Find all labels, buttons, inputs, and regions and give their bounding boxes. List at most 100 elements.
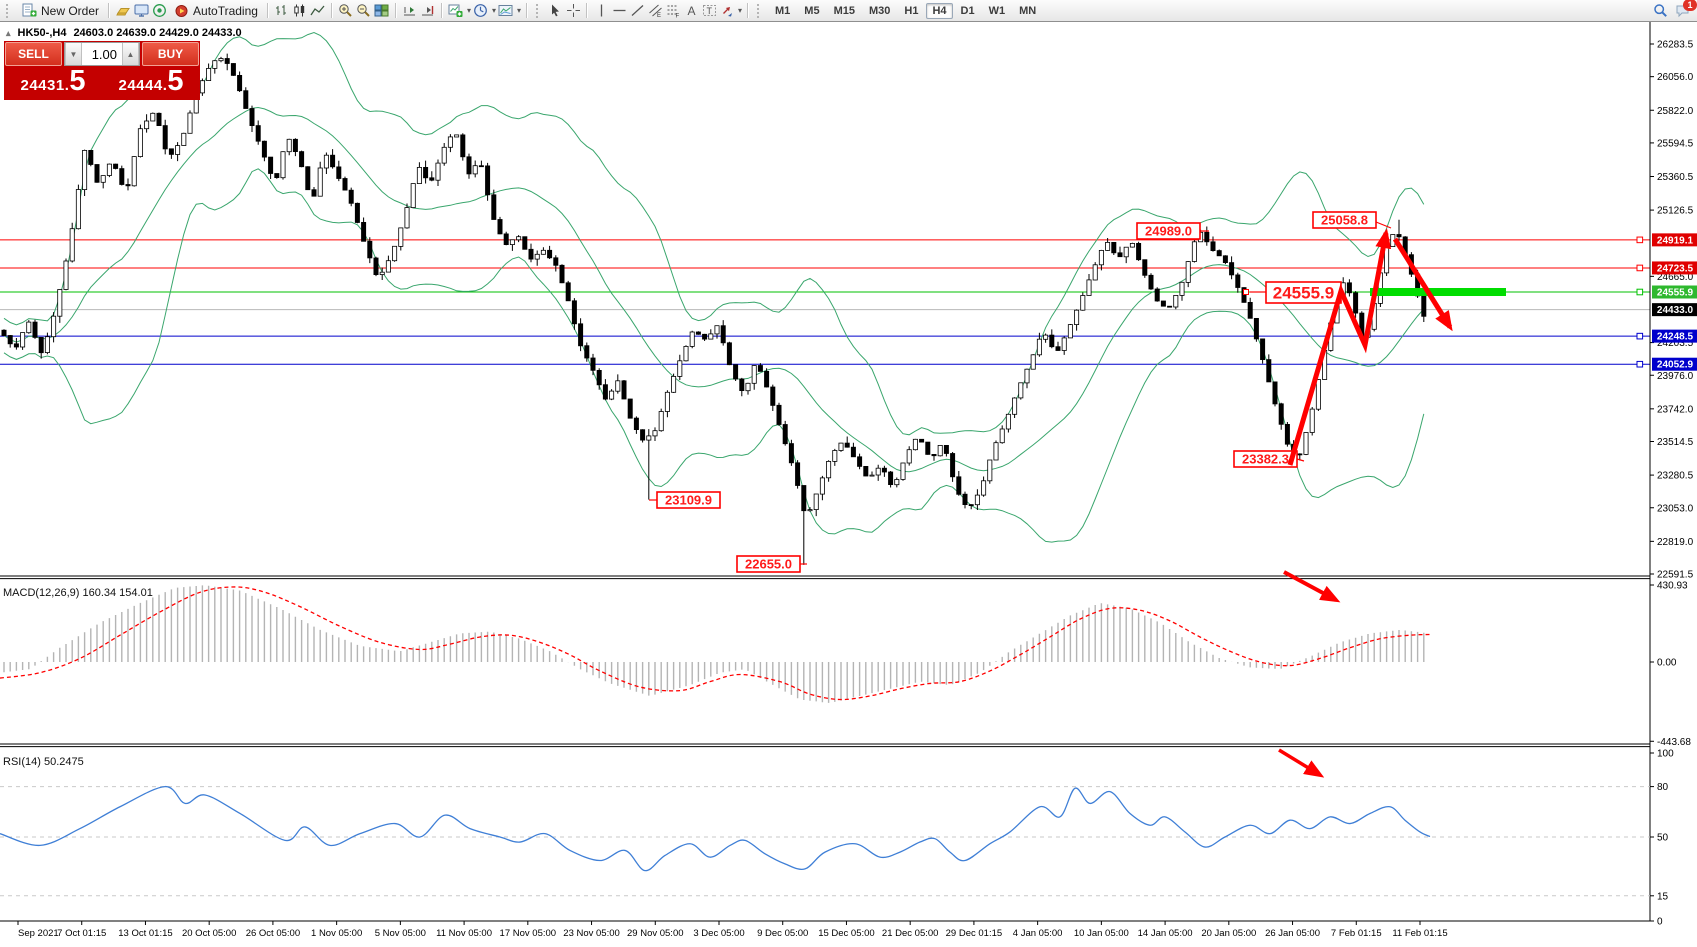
svg-text:F: F [675,14,679,19]
horizontal-line-icon[interactable] [611,3,627,19]
x-tick-label: 4 Jan 05:00 [1013,928,1063,939]
text-label-icon[interactable]: T [701,3,717,19]
price-line-label: 24248.5 [1657,332,1694,343]
timeframe-m15[interactable]: M15 [833,4,855,17]
equidistant-channel-icon[interactable]: E [647,3,663,19]
y-tick-label: 25594.5 [1657,138,1694,149]
svg-text:T: T [706,6,712,16]
x-tick-label: 29 Dec 01:15 [946,928,1003,939]
annotation-box [1233,450,1298,468]
y-tick-label: 25360.5 [1657,172,1694,183]
y-tick-label: 23514.5 [1657,437,1694,448]
timeframe-d1[interactable]: D1 [960,4,975,17]
separator [330,3,333,18]
bar-chart-icon[interactable] [274,3,290,19]
arrows-tool-icon[interactable] [719,3,735,19]
annotation-text: 23382.3 [1242,452,1289,467]
autotrading-button[interactable]: AutoTrading [169,2,262,20]
chat-button[interactable]: 1 [1674,0,1697,19]
template-icon[interactable] [498,3,514,19]
price-line-label: 24555.9 [1657,288,1694,299]
profiles-clock-icon[interactable] [473,3,489,19]
terminal-icon[interactable] [133,3,149,19]
timeframe-m30[interactable]: M30 [868,4,891,17]
x-tick-label: 26 Oct 05:00 [246,928,300,939]
x-tick-label: 13 Oct 01:15 [118,928,172,939]
x-tick-label: Sep 2021 [18,928,59,939]
sell-price-main: 24431. [20,77,70,94]
price-line-label: 24052.9 [1657,360,1694,371]
timeframe-h1[interactable]: H1 [904,4,919,17]
y-tick-label: 23976.0 [1657,371,1694,382]
text-icon[interactable]: A [683,3,699,19]
search-icon[interactable] [1652,3,1668,19]
macd-tick-label: 0.00 [1657,658,1677,669]
volume-increase-button[interactable]: ▲ [122,43,139,65]
zoom-in-icon[interactable] [338,3,354,19]
price-line-label: 24433.0 [1657,305,1694,316]
macd-label: MACD(12,26,9) 160.34 154.01 [3,587,153,599]
chart-canvas[interactable]: 26283.5 26056.0 25822.0 25594.5 25360.5 25126… [0,22,1697,942]
chart-shift-icon[interactable] [420,3,436,19]
signals-icon[interactable] [151,3,167,19]
separator [586,3,588,18]
sell-button[interactable]: SELL [5,42,62,66]
new-chart-icon[interactable] [448,3,464,19]
candles [1,58,1427,512]
volume-stepper: ▼ 1.00 ▲ [64,42,140,66]
macd-tick-label: -443.68 [1657,737,1691,748]
buy-price[interactable]: 24444. 5 [103,67,199,99]
y-tick-label: 25822.0 [1657,106,1694,117]
trend-arrow [1392,237,1453,332]
price-line-label: 24919.1 [1657,235,1694,246]
volume-value[interactable]: 1.00 [82,43,122,65]
volume-decrease-button[interactable]: ▼ [65,43,82,65]
autoscroll-icon[interactable] [402,3,418,19]
candlestick-chart-icon[interactable] [292,3,308,19]
dropdown-caret[interactable]: ▾ [491,6,496,15]
toolbar: New Order AutoTrading [0,0,1697,22]
vertical-line-icon[interactable] [593,3,609,19]
svg-text:E: E [657,13,661,18]
trend-arrow [1283,570,1341,603]
macd-tick-label: 430.93 [1657,581,1688,592]
fibonacci-icon[interactable]: F [665,3,681,19]
timeframe-m1[interactable]: M1 [775,4,791,17]
buy-button[interactable]: BUY [142,42,199,66]
annotation-text: 24555.9 [1273,284,1334,303]
rsi-tick-label: 50 [1657,833,1669,844]
sell-price[interactable]: 24431. 5 [5,67,101,99]
dropdown-caret[interactable]: ▾ [466,6,471,15]
y-tick-label: 23280.5 [1657,471,1694,482]
dropdown-caret[interactable]: ▾ [516,6,521,15]
tile-windows-icon[interactable] [374,3,390,19]
zoom-out-icon[interactable] [356,3,372,19]
timeframe-h4[interactable]: H4 [926,2,953,19]
price-line-label-box [1652,261,1697,275]
rsi-label: RSI(14) 50.2475 [3,756,84,768]
gold-icon[interactable] [115,3,131,19]
crosshair-icon[interactable] [565,3,581,19]
annotation-text: 25058.8 [1321,213,1368,228]
one-click-collapse-icon[interactable]: ▴ [6,27,11,38]
x-tick-label: 3 Dec 05:00 [693,928,744,939]
rsi-tick-label: 80 [1657,782,1669,793]
buy-price-main: 24444. [118,77,168,94]
line-chart-icon[interactable] [310,3,326,19]
timeframe-m5[interactable]: M5 [804,4,820,17]
new-order-button[interactable]: New Order [17,2,103,20]
y-tick-label: 26056.0 [1657,72,1694,83]
symbol-title: HK50-,H4 [17,27,67,39]
cursor-icon[interactable] [547,3,563,19]
new-order-label: New Order [41,3,100,18]
symbol-ohlc: 24603.0 24639.0 24429.0 24433.0 [73,27,242,39]
timeframe-w1[interactable]: W1 [988,4,1006,17]
price-line-handle [1636,332,1644,340]
dropdown-caret[interactable]: ▾ [738,6,743,15]
trendline-icon[interactable] [629,3,645,19]
timeframe-mn[interactable]: MN [1019,4,1037,17]
buy-price-pip: 5 [167,65,184,97]
separator [266,3,269,18]
price-line-label-box [1652,329,1697,343]
annotation-box [1136,222,1201,240]
